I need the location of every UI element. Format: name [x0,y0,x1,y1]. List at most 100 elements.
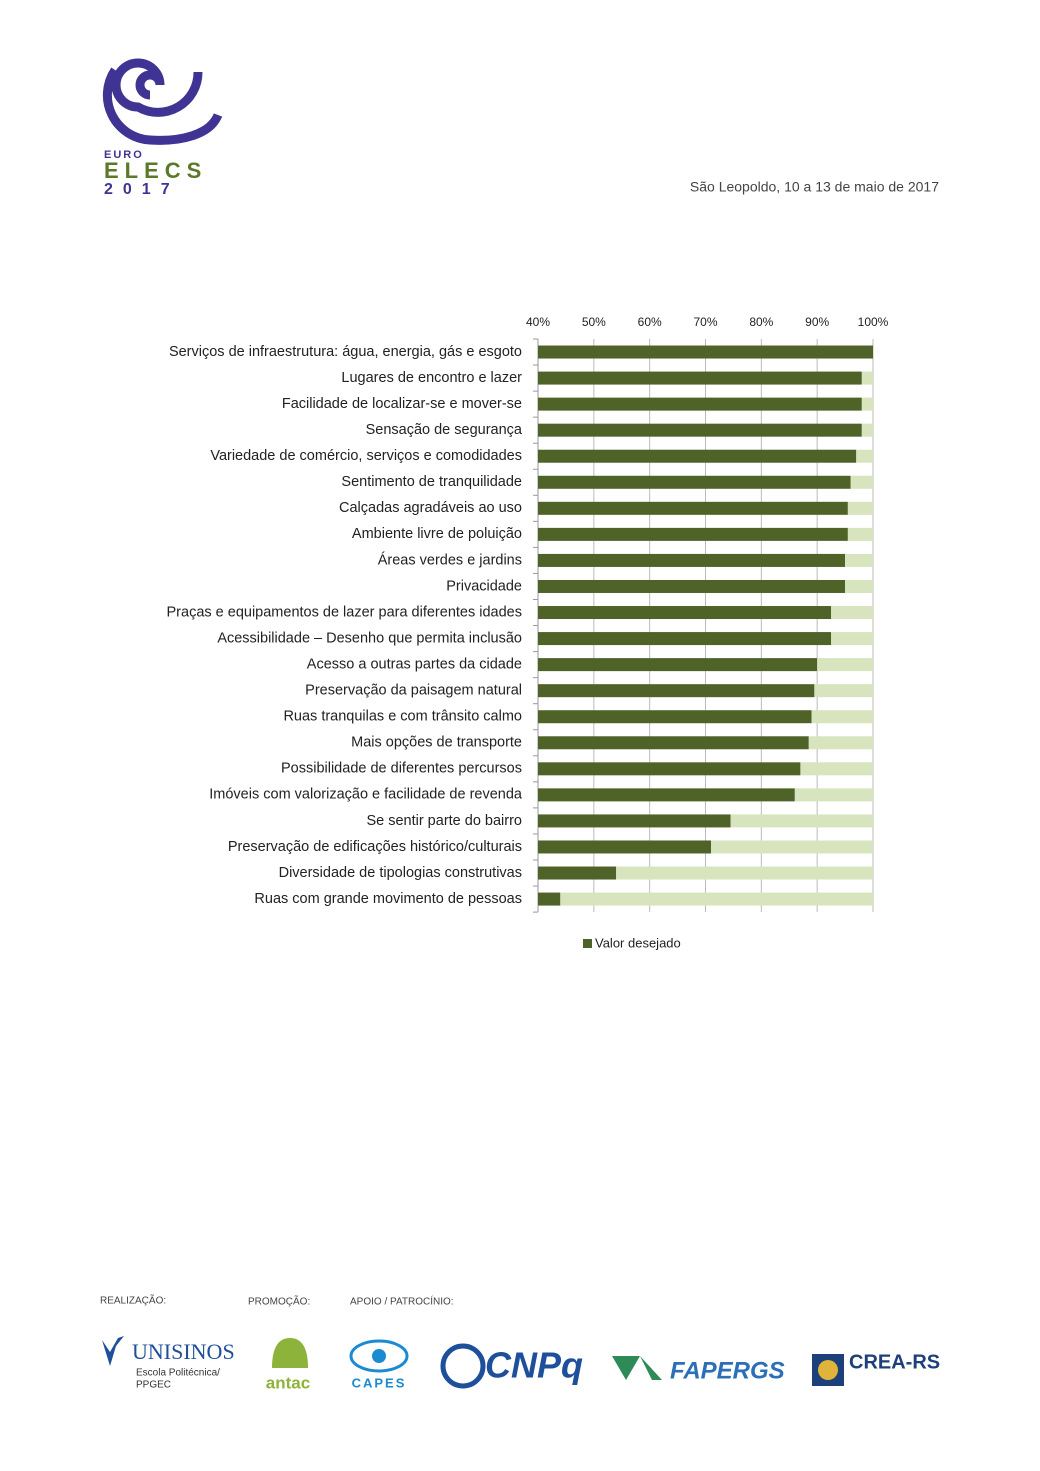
y-tick-label: Mais opções de transporte [351,735,522,751]
logo-crea: CREA-RS [849,1351,940,1373]
capes-icon [372,1349,386,1363]
bar-segment [538,553,846,567]
y-tick-label: Se sentir parte do bairro [366,813,522,829]
bar-segment [538,606,832,620]
x-tick-label: 80% [749,315,773,329]
bar-segment [538,684,815,698]
footer-label: PROMOÇÃO: [248,1295,310,1308]
cnpq-icon [440,1343,486,1389]
bar-segment [538,449,857,463]
fapergs-icon [612,1356,662,1380]
bar-segment [538,814,731,828]
unisinos-icon [102,1336,124,1366]
bar-segment [538,840,712,854]
logo-text: ELECS [104,158,207,183]
bar-segment [861,397,873,411]
bar-segment [538,371,862,385]
y-tick-label: Preservação de edificações histórico/cul… [228,839,522,855]
y-tick-label: Áreas verdes e jardins [378,551,522,568]
bar-segment [538,345,873,359]
y-tick-label: Serviços de infraestrutura: água, energi… [169,344,522,360]
chart: 40% 50% 60% 70% 80% 90% 100% Serviços de infrae… [167,315,889,950]
y-tick-label: Lugares de encontro e lazer [341,370,522,386]
x-tick-label: 50% [582,315,606,329]
logo-fapergs: FAPERGS [670,1357,785,1384]
bar-segment [817,658,873,672]
x-tick-label: 70% [693,315,717,329]
y-tick-label: Possibilidade de diferentes percursos [281,761,522,777]
bar-segment [847,501,873,515]
y-tick-label: Ambiente livre de poluição [352,526,522,542]
bar-segment [794,788,873,802]
bar-segment [538,632,832,646]
antac-icon [272,1338,308,1368]
bar-segment [538,527,848,541]
y-tick-label: Praças e equipamentos de lazer para dife… [167,604,522,620]
logo-text: 2017 [104,181,180,198]
bar-segment [616,866,873,880]
bar-segment [811,710,873,724]
legend-label: Valor desejado [595,935,681,950]
y-tick-label: Ruas com grande movimento de pessoas [254,891,522,907]
bar-segment [845,579,873,593]
bar-segment [560,892,873,906]
x-tick-label: 40% [526,315,550,329]
bar-segment [800,762,873,776]
bar-segment [538,579,846,593]
bar-segment [730,814,873,828]
y-tick-label: Acesso a outras partes da cidade [307,656,522,672]
x-tick-label: 90% [805,315,829,329]
logo-cnpq: CNPq [485,1345,583,1386]
y-tick-label: Imóveis com valorização e facilidade de … [209,787,523,803]
bar-segment [845,553,873,567]
bar-segment [831,606,873,620]
bar-segment [538,423,862,437]
bar-segment [538,658,818,672]
y-tick-label: Variedade de comércio, serviços e comodi… [210,448,522,464]
y-tick-label: Preservação da paisagem natural [305,683,522,699]
bar-segment [711,840,873,854]
y-tick-label: Diversidade de tipologias construtivas [279,865,522,881]
bar-segment [538,762,801,776]
bar-segment [538,892,561,906]
bar-segment [847,527,873,541]
footer-label: APOIO / PATROCÍNIO: [350,1295,454,1308]
x-tick-label: 100% [858,315,889,329]
bar-segment [856,449,873,463]
bar-segment [538,866,617,880]
bar-segment [808,736,873,750]
logo-unisinos-sub: PPGEC [136,1380,171,1391]
bar-segment [850,475,873,489]
bar-segment [814,684,873,698]
logo-text: EURO [104,149,144,161]
logo-unisinos: UNISINOS [132,1339,235,1364]
logo-spiral [102,58,223,145]
bar-segment [538,475,851,489]
header-date: São Leopoldo, 10 a 13 de maio de 2017 [690,179,939,195]
y-tick-label: Acessibilidade – Desenho que permita inc… [217,630,522,646]
y-tick-label: Sentimento de tranquilidade [341,474,522,490]
bar-segment [831,632,873,646]
logo-antac: antac [266,1373,310,1392]
logo-unisinos-sub: Escola Politécnica/ [136,1368,220,1379]
y-tick-label: Sensação de segurança [366,422,523,438]
footer-label: REALIZAÇÃO: [100,1294,166,1307]
bar-segment [538,501,848,515]
bar-segment [861,423,873,437]
logo-capes: CAPES [352,1375,407,1390]
capes-icon [349,1339,409,1373]
y-tick-label: Privacidade [446,578,522,594]
y-tick-label: Calçadas agradáveis ao uso [339,500,522,516]
bar-segment [538,397,862,411]
bar-segment [538,710,812,724]
y-tick-label: Ruas tranquilas e com trânsito calmo [283,709,522,725]
legend-swatch [583,939,592,948]
x-tick-label: 60% [638,315,662,329]
y-tick-label: Facilidade de localizar-se e mover-se [282,396,522,412]
bar-segment [861,371,873,385]
bar-segment [538,736,809,750]
crea-icon [818,1360,838,1380]
bar-segment [538,788,795,802]
